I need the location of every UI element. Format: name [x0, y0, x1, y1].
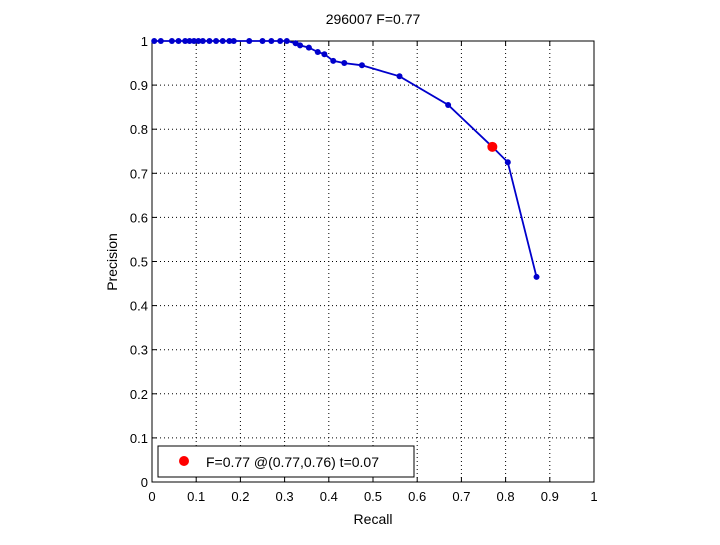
- data-point: [175, 38, 182, 44]
- y-tick-label: 1: [141, 34, 148, 49]
- data-point: [341, 60, 348, 67]
- y-tick-label: 0.7: [130, 166, 148, 181]
- data-point: [297, 42, 304, 49]
- data-point: [168, 38, 175, 44]
- x-tick-label: 0.6: [408, 489, 426, 504]
- data-point: [186, 38, 193, 44]
- data-point: [396, 73, 403, 80]
- chart-title: 296007 F=0.77: [326, 11, 421, 27]
- legend-marker: [179, 456, 189, 466]
- data-point: [230, 38, 237, 44]
- x-tick-label: 0: [148, 489, 155, 504]
- data-point: [305, 44, 312, 51]
- legend: F=0.77 @(0.77,0.76) t=0.07: [157, 445, 415, 478]
- data-point: [321, 51, 328, 58]
- y-axis-label: Precision: [104, 233, 120, 291]
- x-tick-label: 0.3: [276, 489, 294, 504]
- x-tick-label: 1: [590, 489, 597, 504]
- data-point: [195, 38, 202, 44]
- data-point: [277, 38, 284, 44]
- legend-box: [157, 445, 415, 478]
- data-point: [533, 273, 540, 280]
- y-tick-label: 0.5: [130, 255, 148, 270]
- legend-label: F=0.77 @(0.77,0.76) t=0.07: [206, 454, 379, 470]
- data-point: [199, 38, 206, 44]
- x-tick-label: 0.1: [187, 489, 205, 504]
- x-tick-label: 0.4: [320, 489, 338, 504]
- data-point: [504, 159, 511, 166]
- y-tick-label: 0.3: [130, 343, 148, 358]
- data-point: [213, 38, 220, 44]
- data-point: [358, 62, 365, 69]
- y-tick-label: 0.6: [130, 210, 148, 225]
- data-point: [445, 101, 452, 108]
- y-tick-label: 0.2: [130, 387, 148, 402]
- data-point: [283, 38, 290, 44]
- y-tick-label: 0: [141, 475, 148, 490]
- x-tick-label: 0.5: [364, 489, 382, 504]
- y-tick-label: 0.9: [130, 78, 148, 93]
- data-point: [259, 38, 266, 44]
- data-point: [246, 38, 253, 44]
- series-layer: [151, 38, 540, 280]
- data-point: [190, 38, 197, 44]
- grid-lines: [152, 41, 594, 482]
- data-point: [151, 38, 158, 44]
- y-tick-label: 0.8: [130, 122, 148, 137]
- y-tick-label: 0.1: [130, 431, 148, 446]
- best-f-point: [487, 141, 498, 152]
- data-point: [314, 49, 321, 56]
- x-tick-label: 0.2: [231, 489, 249, 504]
- data-point: [219, 38, 226, 44]
- x-tick-label: 0.8: [497, 489, 515, 504]
- data-point: [330, 57, 337, 64]
- x-tick-label: 0.9: [541, 489, 559, 504]
- y-tick-label: 0.4: [130, 299, 148, 314]
- data-point: [292, 40, 299, 47]
- data-point: [206, 38, 213, 44]
- x-tick-label: 0.7: [452, 489, 470, 504]
- data-point: [268, 38, 275, 44]
- data-point: [157, 38, 164, 44]
- data-point: [226, 38, 233, 44]
- axis-ticks: 0 0.1 0.2 0.3 0.4 0.5 0.6 0.7 0.8 0.9 1 0 0.1 0.2 0.3 0…: [130, 34, 598, 504]
- data-point: [182, 38, 189, 44]
- x-axis-label: Recall: [354, 511, 393, 527]
